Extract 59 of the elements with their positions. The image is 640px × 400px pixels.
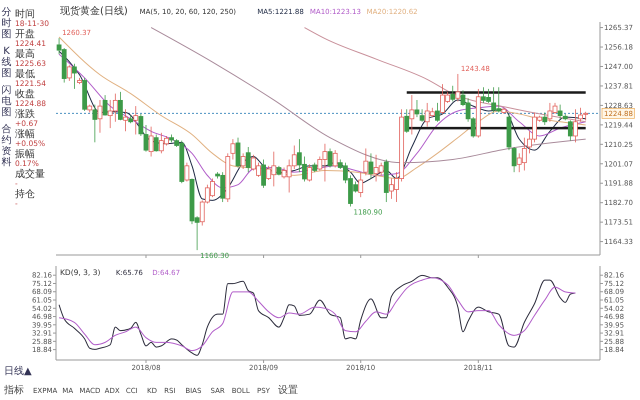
candlestick bbox=[118, 92, 123, 121]
text: 日线▲ bbox=[4, 365, 32, 377]
candlestick bbox=[512, 146, 517, 173]
text: 设置 bbox=[278, 384, 298, 396]
text: 成交量 bbox=[15, 168, 45, 180]
text: 持仓 bbox=[15, 188, 35, 200]
text: 收盘 bbox=[15, 88, 35, 100]
candlestick bbox=[307, 164, 312, 182]
line-series bbox=[304, 27, 586, 122]
candlestick bbox=[138, 114, 144, 136]
candlestick bbox=[358, 172, 364, 198]
candlestick bbox=[404, 108, 410, 134]
candlestick bbox=[236, 137, 240, 168]
candlestick bbox=[154, 134, 159, 152]
candlestick bbox=[123, 108, 128, 132]
candlestick bbox=[312, 162, 318, 173]
candlestick bbox=[261, 159, 266, 188]
line-series bbox=[150, 27, 586, 164]
candlestick bbox=[573, 108, 578, 143]
candlestick bbox=[72, 63, 77, 90]
candlestick bbox=[328, 148, 332, 168]
text: 指标 bbox=[3, 384, 24, 396]
text: 分时图 bbox=[2, 6, 12, 40]
candlestick bbox=[184, 162, 190, 182]
candlestick bbox=[409, 94, 414, 135]
candlestick bbox=[102, 94, 108, 116]
candlestick bbox=[66, 64, 72, 82]
candlestick bbox=[368, 152, 374, 179]
text: 时间 bbox=[15, 8, 35, 20]
text: 振幅 bbox=[15, 148, 35, 160]
candlestick bbox=[98, 100, 102, 134]
text: 涨跌 bbox=[15, 108, 35, 120]
candlestick bbox=[420, 108, 424, 122]
candlestick bbox=[568, 120, 573, 142]
candlestick bbox=[455, 74, 460, 102]
candlestick bbox=[332, 150, 338, 168]
candlestick bbox=[133, 106, 138, 135]
text: K线图 bbox=[2, 46, 12, 79]
text: 合约资料 bbox=[2, 123, 12, 168]
candlestick bbox=[542, 112, 548, 126]
candlestick bbox=[148, 126, 154, 157]
candlestick bbox=[230, 138, 236, 160]
text: 最低 bbox=[15, 69, 35, 80]
candlestick bbox=[435, 102, 440, 122]
candlestick bbox=[363, 148, 368, 176]
candlestick bbox=[450, 85, 456, 102]
candlestick bbox=[144, 124, 148, 152]
chart-title: 现货黄金(日线) bbox=[60, 5, 128, 17]
candlestick bbox=[240, 152, 246, 170]
text: 闪电图 bbox=[2, 84, 12, 118]
candlestick bbox=[414, 100, 420, 118]
candlestick bbox=[276, 165, 282, 176]
candlestick bbox=[578, 107, 583, 122]
text: 开盘 bbox=[15, 28, 35, 40]
candlestick bbox=[92, 104, 98, 143]
text: 最高 bbox=[15, 48, 35, 60]
candlestick bbox=[246, 146, 251, 173]
text: 涨幅 bbox=[15, 128, 35, 140]
candlestick bbox=[558, 104, 563, 120]
